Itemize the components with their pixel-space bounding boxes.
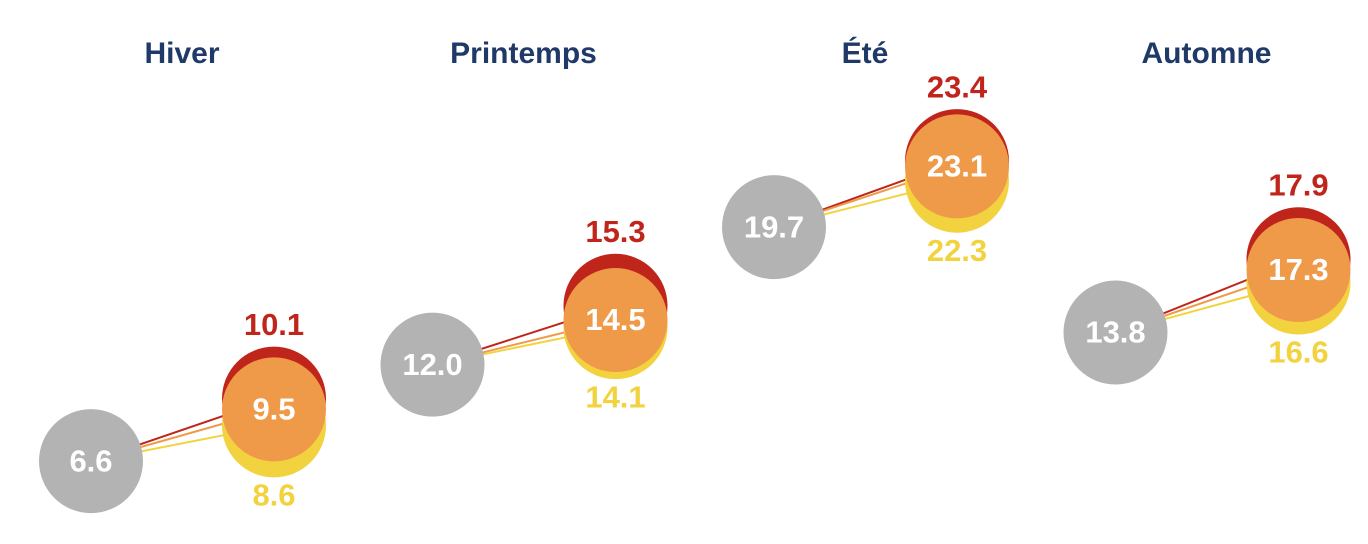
panel-title: Automne xyxy=(1142,37,1272,70)
baseline-dot xyxy=(1063,280,1168,385)
scenario-label: 16.6 xyxy=(1268,335,1328,370)
baseline-label: 6.6 xyxy=(69,443,112,478)
baseline-label: 12.0 xyxy=(402,347,462,382)
scenario-dot xyxy=(1246,218,1351,323)
scenario-dot xyxy=(905,114,1009,219)
scenario-label: 14.1 xyxy=(585,379,645,414)
scenario-dot xyxy=(222,357,326,462)
panel-title: Été xyxy=(842,36,889,70)
baseline-dot xyxy=(380,312,485,417)
scenario-label: 22.3 xyxy=(927,233,987,268)
panel-title: Hiver xyxy=(144,37,219,70)
baseline-dot xyxy=(722,175,826,280)
scenario-label: 9.5 xyxy=(252,392,295,427)
scenario-label: 10.1 xyxy=(244,307,304,342)
baseline-label: 19.7 xyxy=(744,209,804,244)
scenario-label: 14.5 xyxy=(585,302,645,337)
scenario-dot xyxy=(563,268,668,373)
baseline-label: 13.8 xyxy=(1085,315,1145,350)
scenario-label: 23.4 xyxy=(927,69,988,104)
scenario-label: 8.6 xyxy=(252,478,295,513)
scenario-label: 15.3 xyxy=(585,214,645,249)
baseline-dot xyxy=(39,409,143,514)
scenario-label: 17.3 xyxy=(1268,252,1328,287)
scenario-label: 17.9 xyxy=(1268,167,1328,202)
panel-title: Printemps xyxy=(450,37,597,70)
scenario-label: 23.1 xyxy=(927,149,987,184)
